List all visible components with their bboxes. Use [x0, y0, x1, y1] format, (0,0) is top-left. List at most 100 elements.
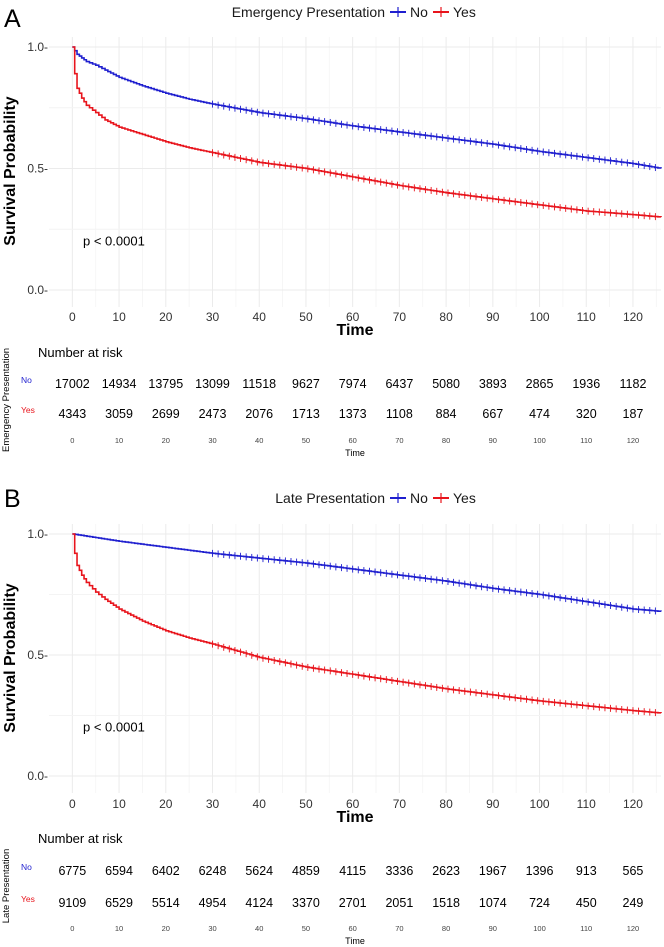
risk-count: 6402	[152, 864, 180, 878]
y-tick-label: 0.0-	[27, 283, 48, 297]
x-tick-label: 100	[530, 797, 550, 811]
risk-count: 13795	[148, 377, 183, 391]
risk-count: 11518	[242, 377, 276, 391]
x-tick-label: 80	[439, 310, 453, 324]
risk-count: 5624	[245, 864, 273, 878]
x-tick-label: 20	[159, 310, 173, 324]
legend-title: Emergency Presentation	[232, 4, 385, 20]
x-tick-label: 110	[577, 797, 596, 811]
risk-time-tick: 50	[302, 436, 310, 445]
x-tick-label: 0	[69, 797, 76, 811]
risk-count: 9627	[292, 377, 320, 391]
x-tick-label: 120	[623, 797, 643, 811]
risk-count: 17002	[55, 377, 90, 391]
risk-count: 884	[436, 407, 457, 421]
x-axis-title: Time	[336, 809, 373, 826]
risk-time-tick: 60	[348, 436, 356, 445]
risk-time-tick: 20	[162, 436, 170, 445]
x-axis-title: Time	[336, 322, 373, 339]
risk-count: 6437	[385, 377, 413, 391]
x-tick-label: 50	[299, 310, 313, 324]
risk-count: 1182	[620, 377, 647, 391]
risk-count: 2623	[432, 864, 460, 878]
x-tick-label: 30	[206, 310, 220, 324]
risk-count: 6594	[105, 864, 133, 878]
risk-time-tick: 20	[162, 924, 170, 933]
risk-time-tick: 100	[533, 436, 546, 445]
y-axis-title: Survival Probability	[2, 96, 19, 245]
p-value-label: p < 0.0001	[83, 233, 145, 248]
risk-count: 2701	[339, 896, 367, 910]
panel-letter: A	[4, 5, 21, 33]
plot-background	[49, 524, 661, 793]
risk-count: 2473	[199, 407, 227, 421]
risk-count: 4343	[58, 407, 86, 421]
risk-count: 3370	[292, 896, 320, 910]
risk-count: 3059	[105, 407, 133, 421]
risk-count: 2051	[385, 896, 413, 910]
plot-background	[49, 37, 661, 307]
risk-time-tick: 30	[208, 924, 216, 933]
y-tick-label: 1.0-	[27, 527, 48, 541]
legend-title: Late Presentation	[275, 490, 385, 506]
panel-letter: B	[4, 485, 21, 513]
x-tick-label: 120	[623, 310, 643, 324]
risk-count: 2865	[526, 377, 554, 391]
risk-time-tick: 80	[442, 924, 450, 933]
risk-count: 7974	[339, 377, 367, 391]
censor-marks-yes	[212, 149, 656, 221]
risk-time-tick: 110	[580, 924, 592, 933]
x-tick-label: 20	[159, 797, 173, 811]
risk-count: 913	[576, 864, 597, 878]
risk-table-x-title: Time	[345, 448, 365, 458]
censor-marks-yes	[212, 640, 656, 717]
y-tick-label: 0.0-	[27, 769, 48, 783]
risk-group-label-no: No	[21, 862, 32, 872]
x-tick-label: 110	[577, 310, 596, 324]
risk-time-tick: 70	[395, 436, 403, 445]
km-panel-b: B Late Presentation No Yes 0.0- 0.5- 1.0- 0 10 20…	[1, 485, 662, 946]
risk-count: 1108	[386, 407, 413, 421]
risk-count: 14934	[102, 377, 137, 391]
risk-count: 1518	[432, 896, 460, 910]
p-value-label: p < 0.0001	[83, 720, 145, 735]
risk-time-tick: 10	[115, 924, 123, 933]
risk-count: 1396	[526, 864, 554, 878]
x-tick-label: 90	[486, 310, 500, 324]
risk-count: 5514	[152, 896, 180, 910]
survival-curve-no	[72, 46, 662, 169]
risk-count: 3893	[479, 377, 507, 391]
x-tick-label: 10	[112, 797, 126, 811]
risk-time-tick: 120	[627, 436, 640, 445]
risk-count: 2076	[245, 407, 273, 421]
x-tick-label: 40	[253, 310, 267, 324]
x-tick-label: 10	[112, 310, 126, 324]
censor-marks-no	[212, 100, 656, 172]
risk-count: 6248	[199, 864, 227, 878]
risk-count: 1373	[339, 407, 367, 421]
legend-label-no: No	[410, 4, 428, 20]
x-tick-label: 60	[346, 310, 360, 324]
risk-count: 1074	[479, 896, 507, 910]
risk-group-label-no: No	[21, 375, 32, 385]
risk-time-tick: 120	[627, 924, 640, 933]
risk-count: 4954	[199, 896, 227, 910]
x-tick-label: 0	[69, 310, 76, 324]
risk-time-tick: 40	[255, 924, 263, 933]
x-tick-label: 70	[393, 310, 407, 324]
risk-time-tick: 50	[302, 924, 310, 933]
x-tick-label: 80	[439, 797, 453, 811]
risk-count: 6529	[105, 896, 133, 910]
x-tick-label: 30	[206, 797, 220, 811]
survival-curve-no	[72, 533, 662, 612]
y-tick-label: 1.0-	[27, 40, 48, 54]
risk-time-tick: 10	[115, 436, 123, 445]
x-tick-label: 50	[299, 797, 313, 811]
censor-marks-no	[212, 549, 656, 615]
x-tick-label: 60	[346, 797, 360, 811]
risk-count: 187	[623, 407, 644, 421]
survival-curve-yes	[72, 46, 662, 218]
risk-count: 2699	[152, 407, 180, 421]
y-tick-label: 0.5-	[27, 648, 48, 662]
